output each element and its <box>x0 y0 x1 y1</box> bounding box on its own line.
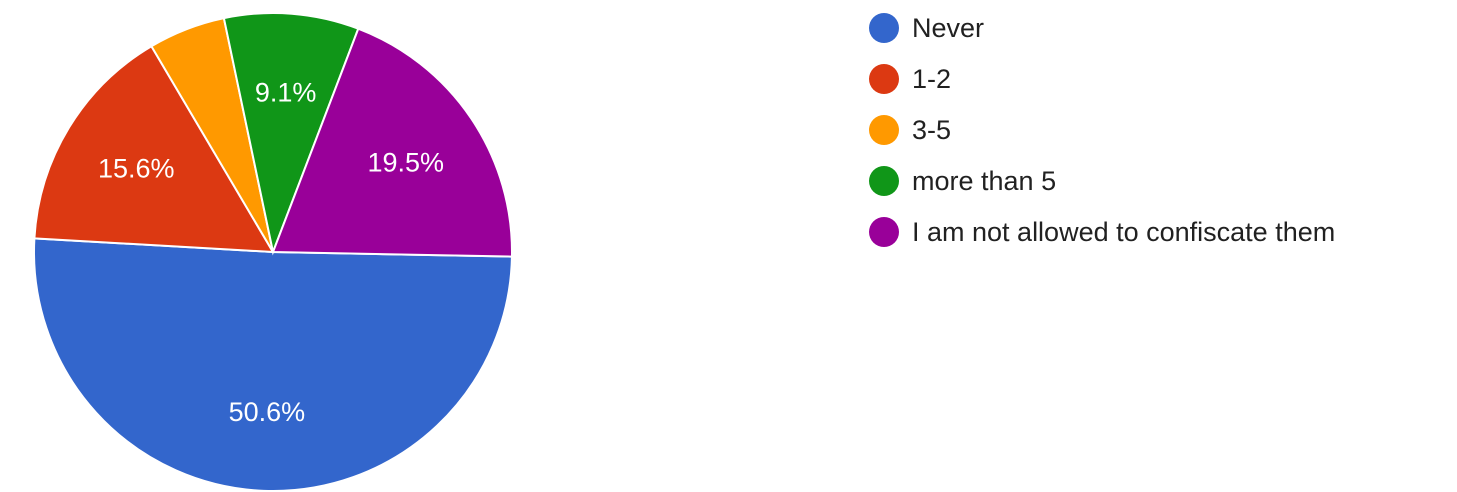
legend-swatch-3-5 <box>869 115 899 145</box>
slice-label-1-2: 15.6% <box>98 154 175 184</box>
chart-legend: Never 1-2 3-5 more than 5 I am not allowed t… <box>869 13 1335 247</box>
legend-swatch-never <box>869 13 899 43</box>
pie-slices <box>33 12 513 492</box>
pie-slice-never <box>33 237 513 492</box>
legend-label-never: Never <box>912 13 984 43</box>
slice-label-more-than-5: 9.1% <box>255 77 317 107</box>
legend-swatch-i-am-not-allowed-to-confiscate-them <box>869 217 899 247</box>
legend-swatch-1-2 <box>869 64 899 94</box>
pie-slice-1-2 <box>33 44 275 254</box>
legend-label-i-am-not-allowed-to-confiscate-them: I am not allowed to confiscate them <box>912 217 1335 247</box>
legend-label-1-2: 1-2 <box>912 64 951 94</box>
slice-label-never: 50.6% <box>229 397 306 427</box>
slice-label-i-am-not-allowed-to-confiscate-them: 19.5% <box>367 147 444 177</box>
pie-slice-i-am-not-allowed-to-confiscate-them <box>271 27 513 258</box>
pie-slice-labels: 50.6% 15.6% 9.1% 19.5% <box>98 77 444 427</box>
legend-swatch-more-than-5 <box>869 166 899 196</box>
pie-slice-more-than-5 <box>222 12 360 256</box>
legend-label-3-5: 3-5 <box>912 115 951 145</box>
legend-label-more-than-5: more than 5 <box>912 166 1056 196</box>
